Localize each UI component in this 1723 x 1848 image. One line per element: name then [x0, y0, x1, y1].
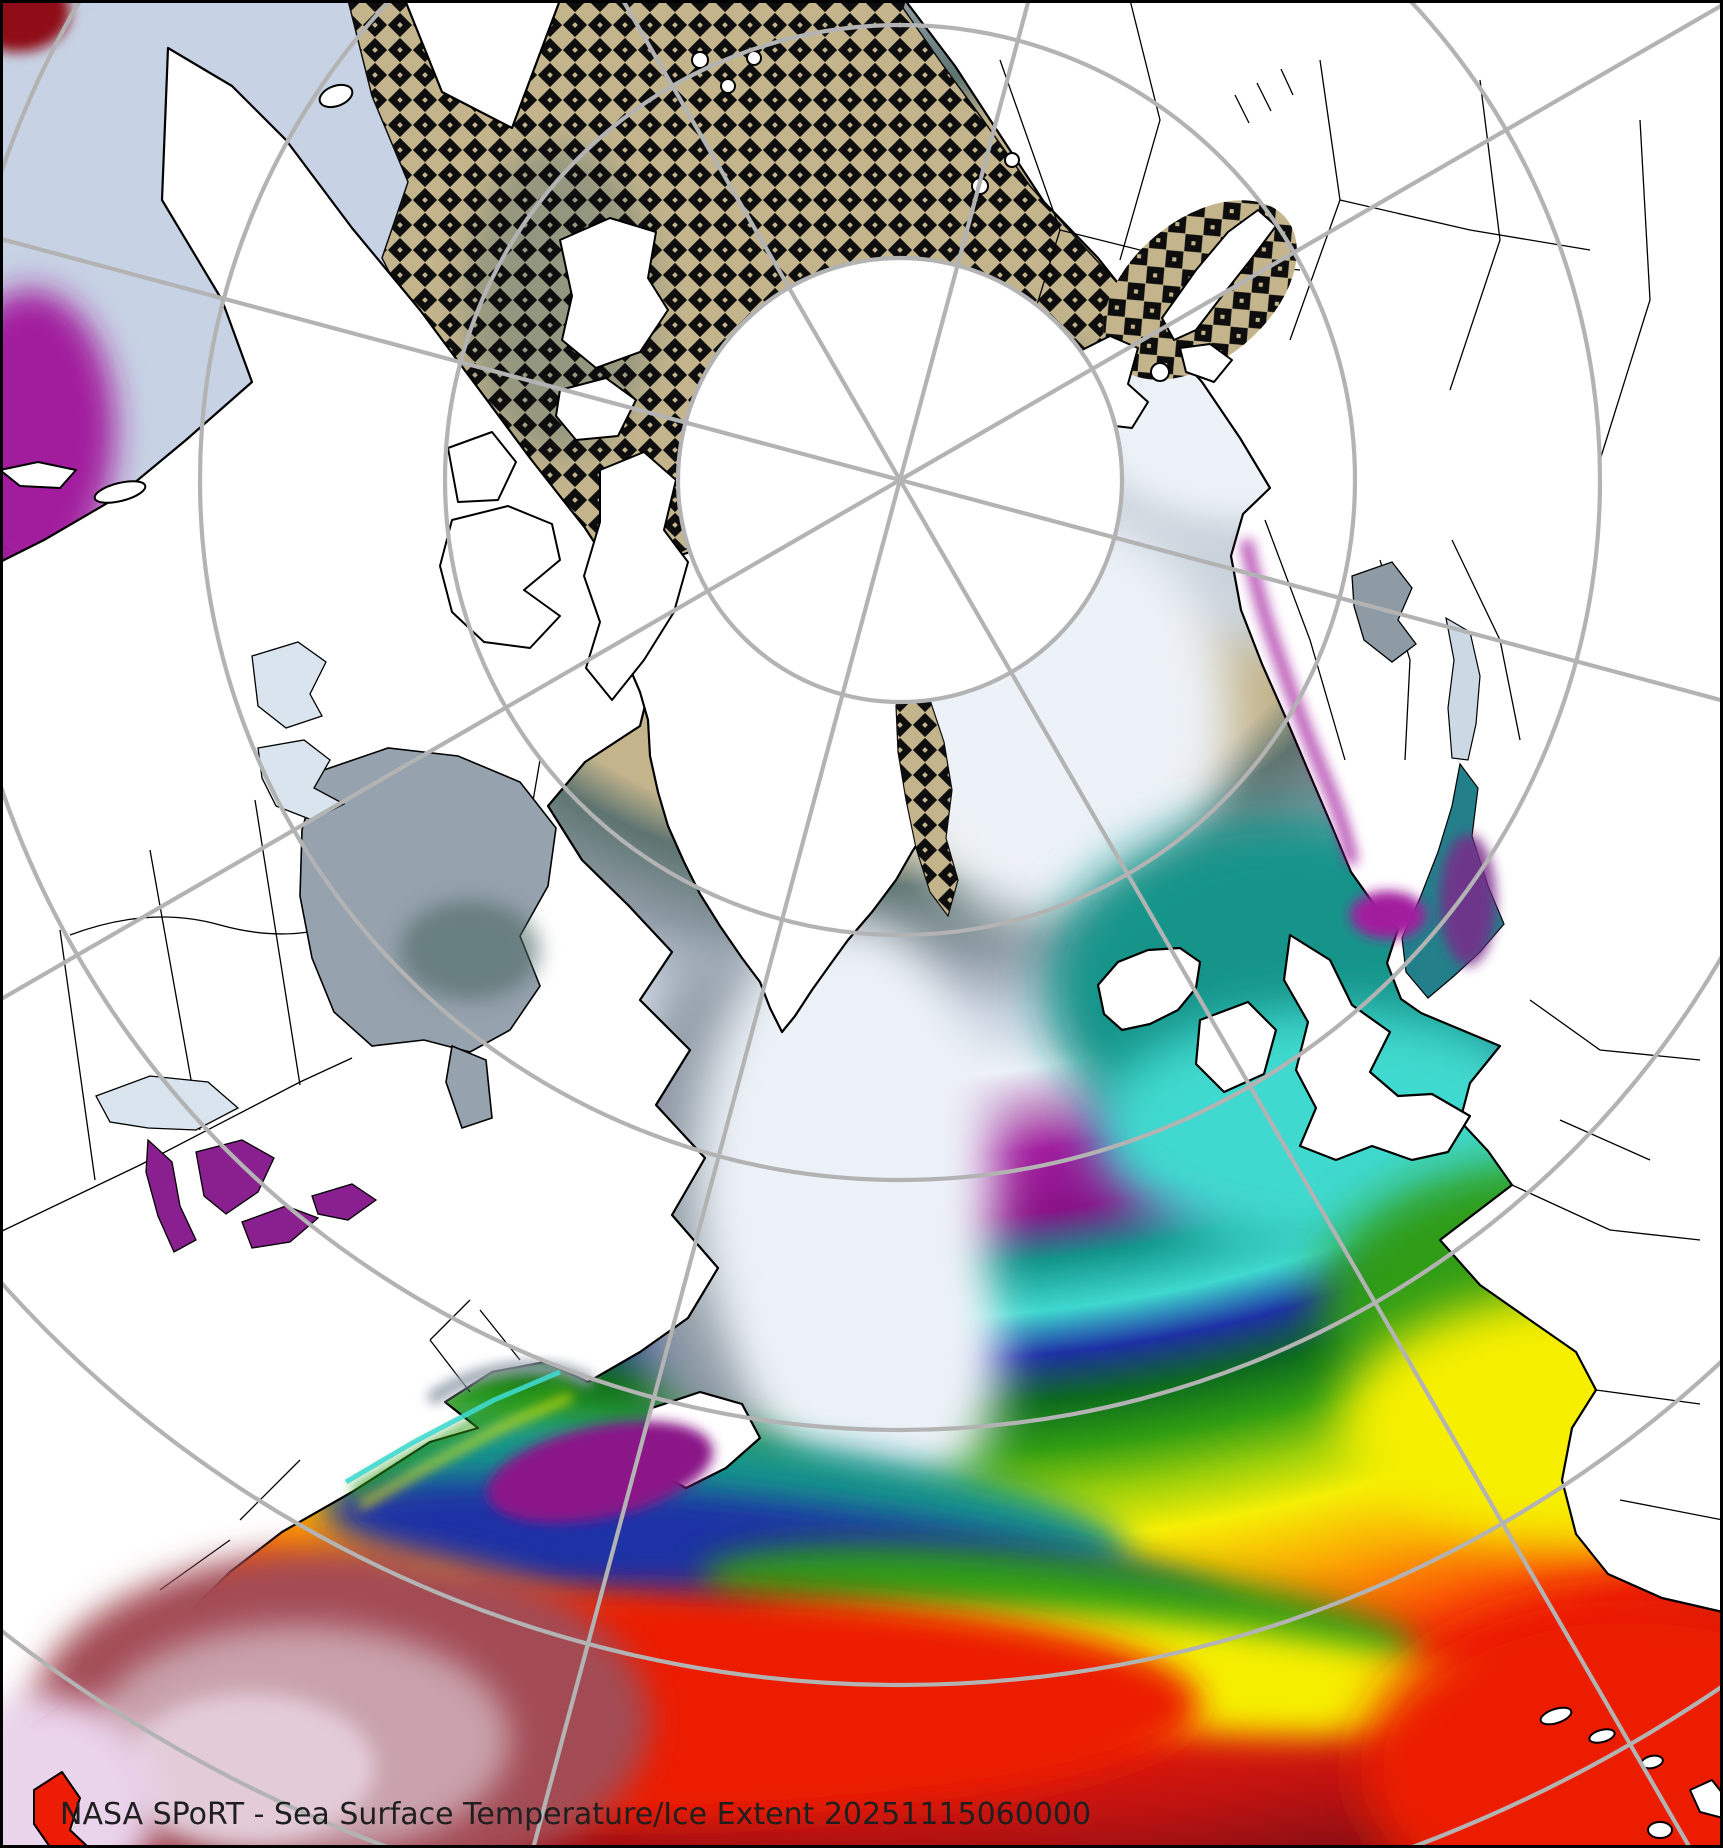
warm-eddy-island [33, 1771, 89, 1848]
latitude-circle-5 [0, 1277, 1723, 1687]
island-novaya-zemlya-south [1179, 343, 1233, 383]
cold-wedge-south [760, 1230, 1000, 1510]
gulf-st-lawrence-purple [487, 1421, 713, 1523]
southeast-red-water [1360, 1600, 1723, 1848]
latitude-circle-3 [198, 0, 1602, 1182]
map-caption: NASA SPoRT - Sea Surface Temperature/Ice… [60, 1797, 1091, 1832]
ice-strip-crosshatch [895, 667, 959, 918]
gulf-stream-warm-core-pale [125, 1693, 375, 1843]
island-novaya-zemlya-north [1161, 209, 1277, 341]
meridian-8 [620, 0, 902, 482]
skagerrak-purple-tint [1350, 891, 1426, 939]
hudson-bay-teal-tint [400, 900, 540, 1000]
political-borders [0, 0, 1723, 1591]
coastal-fringe-green [349, 1377, 568, 1496]
great-bear-lake [251, 641, 327, 729]
baltic-purple-tint [1440, 834, 1496, 966]
norway-coastal-magenta [1240, 538, 1358, 865]
island-banks [447, 431, 517, 503]
island-corner-2 [1647, 1821, 1673, 1839]
border-russia-regions [999, 0, 1651, 461]
meridian-1 [897, 0, 1031, 481]
bering-magenta-edge [0, 290, 115, 570]
white-sea-water [1351, 561, 1417, 663]
land-eurasia [903, 0, 1723, 1614]
meridian-7 [0, 236, 901, 483]
border-ne-states [159, 1299, 521, 1591]
island-corner-1 [1689, 1779, 1723, 1819]
island-franz-josef-3 [746, 50, 762, 66]
meridian-5 [531, 479, 903, 1848]
border-us-canada [0, 1057, 353, 1233]
lake-ontario [311, 1183, 378, 1221]
island-ellesmere [559, 217, 669, 369]
land-iceland [1096, 946, 1202, 1032]
latitude-circle-2 [442, 22, 1358, 938]
meridian-4 [898, 478, 1693, 1848]
lake-michigan [145, 1138, 197, 1253]
james-bay-water [445, 1044, 493, 1130]
island-victoria [439, 505, 561, 649]
border-provinces [59, 759, 541, 1181]
lake-huron [195, 1139, 275, 1215]
island-wrangel [318, 83, 354, 109]
land-chukotka [403, 0, 562, 130]
island-franz-josef-1 [691, 51, 709, 69]
island-azores-2 [1588, 1728, 1616, 1744]
island-aleutian-1 [0, 461, 77, 489]
island-azores-1 [1539, 1706, 1573, 1726]
island-severnaya-2 [1004, 152, 1020, 168]
coastal-fringe-cyan [344, 1369, 561, 1485]
st-lawrence-river-water [426, 1361, 595, 1406]
corner-maroon-patch [0, 0, 70, 52]
border-island-dashes [1234, 68, 1294, 124]
meridian-6 [0, 478, 902, 1003]
border-europe [1511, 999, 1723, 1521]
coastal-fringe-yellow [358, 1392, 574, 1510]
latitude-circle-4 [0, 0, 1723, 1432]
island-aleutian-2 [93, 480, 147, 504]
inner-waters [0, 538, 1505, 1848]
arctic-islands [0, 50, 1723, 1848]
east-greenland-ice-strip [895, 667, 959, 918]
latitude-circle-1 [675, 255, 1125, 705]
land-great-britain [1282, 933, 1472, 1162]
meridian-3 [899, 477, 1723, 703]
island-svalbard-east [1150, 362, 1170, 382]
island-franz-josef-2 [720, 78, 736, 94]
